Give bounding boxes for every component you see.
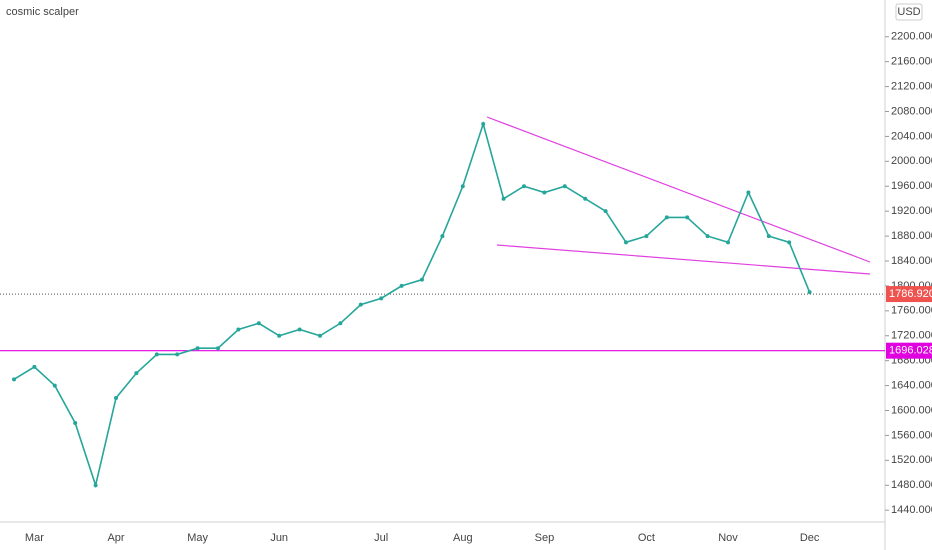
price-point	[705, 234, 710, 239]
price-point	[583, 196, 588, 201]
price-point	[134, 371, 139, 376]
price-point	[236, 327, 241, 332]
x-tick-label: Mar	[25, 532, 44, 544]
price-point	[746, 190, 751, 195]
price-point	[32, 364, 37, 369]
x-tick-label: Jul	[374, 532, 388, 544]
price-point	[297, 327, 302, 332]
price-point	[338, 321, 343, 326]
y-tick-label: 1520.000	[891, 454, 932, 466]
x-tick-label: May	[187, 532, 208, 544]
price-point	[603, 209, 608, 214]
x-tick-label: Apr	[107, 532, 124, 544]
y-tick-label: 2200.000	[891, 31, 932, 43]
price-point	[522, 184, 526, 189]
y-tick-label: 1920.000	[891, 205, 932, 217]
price-point	[358, 302, 363, 307]
price-point	[318, 333, 322, 338]
price-point	[481, 121, 486, 126]
currency-label[interactable]: USD	[897, 6, 920, 18]
price-point	[807, 290, 812, 295]
price-point	[52, 383, 57, 388]
last-price-box	[886, 286, 932, 303]
price-point	[542, 190, 547, 195]
y-tick-label: 2160.000	[891, 56, 932, 68]
price-point	[379, 296, 384, 301]
price-point	[154, 352, 159, 357]
y-tick-label: 2120.000	[891, 80, 932, 92]
x-tick-label: Jun	[270, 532, 288, 544]
y-tick-label: 1880.000	[891, 230, 932, 242]
y-tick-label: 1960.000	[891, 180, 932, 192]
price-point	[12, 377, 16, 382]
price-point	[685, 215, 690, 220]
y-tick-label: 1440.000	[891, 504, 932, 516]
y-tick-label: 2000.000	[891, 155, 932, 167]
chart-title: cosmic scalper	[6, 6, 79, 18]
price-point	[256, 321, 261, 326]
y-tick-label: 1720.000	[891, 330, 932, 342]
currency-box[interactable]	[895, 3, 923, 21]
y-tick-label: 1640.000	[891, 379, 932, 391]
price-point	[277, 333, 282, 338]
price-point	[175, 352, 180, 357]
x-tick-label: Dec	[800, 532, 820, 544]
price-point	[216, 346, 220, 351]
y-tick-label: 2080.000	[891, 105, 932, 117]
price-point	[787, 240, 792, 245]
price-point	[440, 234, 445, 239]
price-point	[460, 184, 465, 189]
price-point	[664, 215, 669, 220]
price-point	[114, 396, 118, 401]
price-line	[13, 121, 811, 489]
level-label: 1696.028	[889, 345, 932, 357]
y-tick-label: 1760.000	[891, 305, 932, 317]
price-point	[766, 234, 771, 239]
y-tick-label: 1480.000	[891, 479, 932, 491]
price-point	[726, 240, 730, 245]
price-point	[73, 420, 78, 425]
price-point	[93, 483, 98, 488]
price-point	[624, 240, 628, 245]
last-price-label: 1786.920	[889, 288, 932, 300]
price-point	[399, 283, 404, 288]
price-point	[195, 346, 200, 351]
x-tick-label: Aug	[453, 532, 473, 544]
x-tick-label: Sep	[535, 532, 555, 544]
y-tick-label: 2040.000	[891, 130, 932, 142]
y-tick-label: 1600.000	[891, 404, 932, 416]
price-point	[420, 277, 424, 282]
level-label-box	[886, 342, 932, 359]
price-point	[501, 196, 506, 201]
x-tick-label: Oct	[638, 532, 655, 544]
trend-line	[496, 244, 871, 275]
trend-line	[486, 116, 871, 263]
x-tick-label: Nov	[718, 532, 738, 544]
y-tick-label: 1840.000	[891, 255, 932, 267]
price-point	[562, 184, 567, 189]
price-point	[644, 234, 649, 239]
y-tick-label: 1560.000	[891, 429, 932, 441]
